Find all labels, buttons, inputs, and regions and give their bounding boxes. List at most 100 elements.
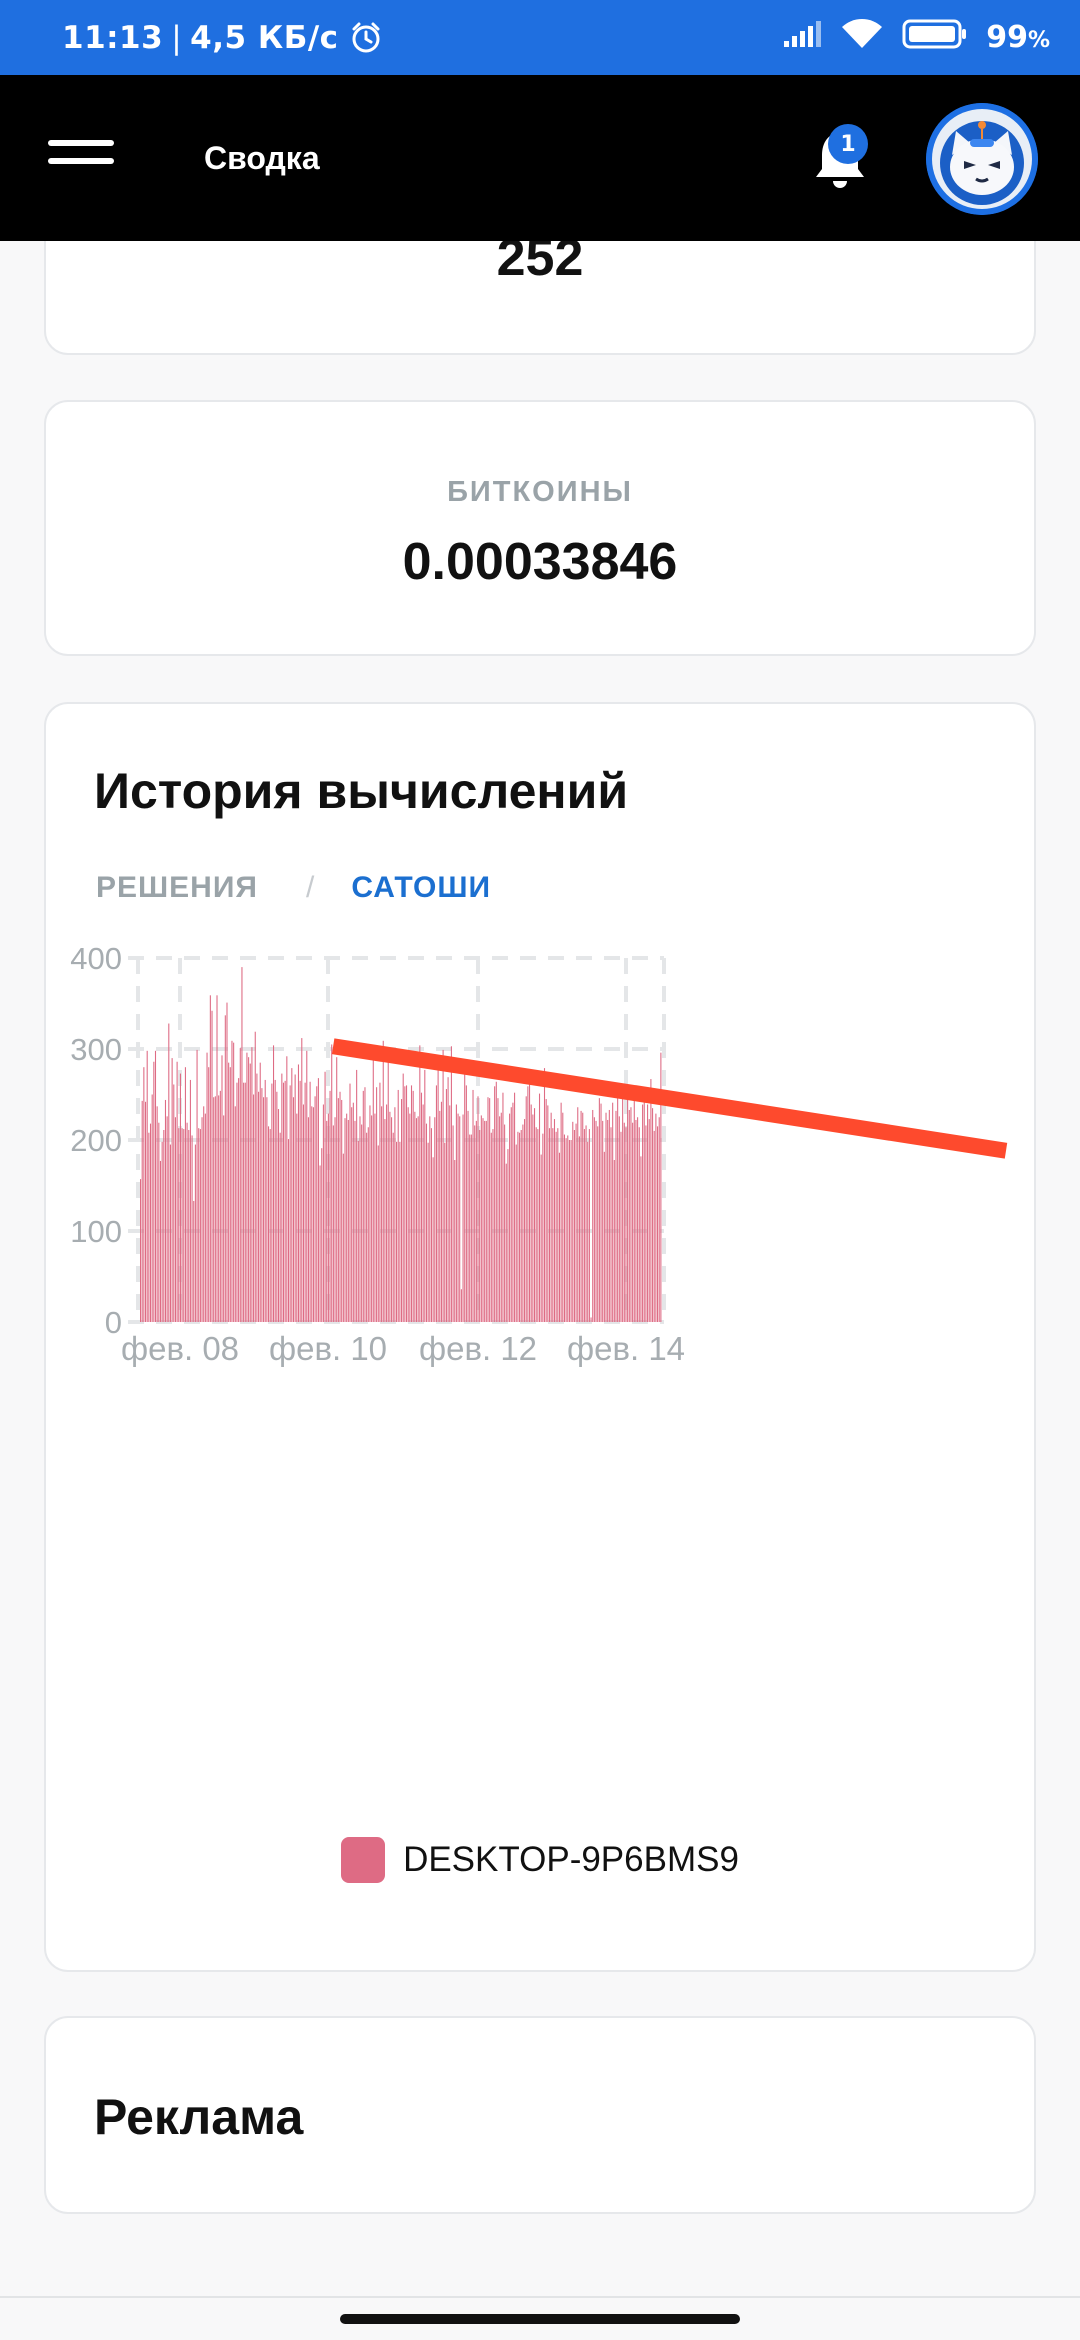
trend-line-annotation (331, 1038, 1008, 1159)
chart-bar (489, 1098, 491, 1322)
chart-bar (234, 1106, 236, 1322)
chart-bar (342, 1153, 344, 1322)
chart-bar (208, 1067, 210, 1322)
chart-bar (548, 1128, 551, 1322)
chart-bar (301, 1038, 303, 1322)
chart-bar (597, 1126, 599, 1322)
chart-bar (527, 1086, 529, 1322)
network-speed: 4,5 КБ/с (190, 19, 339, 56)
chart-bar (590, 1317, 592, 1322)
chart-bar (272, 1045, 275, 1322)
chart-bar (168, 1023, 170, 1322)
chart-bar (282, 1082, 285, 1322)
chart-bar (183, 1129, 185, 1322)
bitcoin-label: БИТКОИНЫ (447, 476, 633, 508)
chart-bar (573, 1129, 575, 1322)
chart-bar (277, 1109, 280, 1322)
chart-bar (592, 1109, 594, 1322)
chart-bar (369, 1105, 371, 1322)
chart-bar (485, 1120, 487, 1322)
chart-bar (409, 1113, 411, 1322)
chart-bar (253, 1094, 255, 1322)
chart-bar (415, 1118, 418, 1322)
chart-bar (632, 1122, 634, 1322)
tab-solutions[interactable]: РЕШЕНИЯ (96, 871, 258, 904)
menu-icon-line-top (48, 140, 114, 146)
chart-bar (243, 1082, 245, 1322)
chart-bar (359, 1116, 361, 1322)
page-title: Сводка (204, 139, 320, 176)
chart-bar (251, 1047, 253, 1322)
chart-bar (652, 1108, 654, 1322)
chart-bar (612, 1102, 614, 1322)
chart-bar (422, 1104, 424, 1322)
chart-bar (154, 1050, 157, 1322)
menu-button[interactable] (48, 140, 116, 176)
chart-bar (291, 1068, 293, 1322)
chart-bar (299, 1080, 301, 1322)
avatar[interactable] (926, 103, 1038, 215)
home-indicator[interactable] (340, 2314, 740, 2324)
chart-bar (537, 1129, 539, 1322)
chart-bar (297, 1064, 300, 1322)
chart-bar (292, 1097, 295, 1322)
chart-bar (216, 995, 218, 1322)
chart-bar (213, 1097, 215, 1322)
chart-bar (547, 1105, 549, 1322)
chart-bar (352, 1102, 354, 1322)
chart-bar (317, 1078, 319, 1322)
chart-bar (156, 1106, 158, 1322)
chart-bar (188, 1129, 190, 1322)
chart-bar (161, 1141, 163, 1322)
chart-bar (412, 1090, 414, 1322)
chart-bar (169, 1144, 171, 1322)
chart-bar (467, 1110, 469, 1322)
chart-bar (349, 1083, 351, 1322)
chart-bar (302, 1104, 304, 1322)
chart-bar (552, 1128, 554, 1322)
chart-bar (218, 1095, 220, 1322)
chart-bar (214, 1096, 216, 1322)
chart-bar (271, 1083, 273, 1322)
chart-bar (417, 1116, 419, 1322)
chart-bar (296, 1113, 298, 1322)
chart-bar (530, 1104, 532, 1322)
app-header: Сводка (0, 75, 1080, 241)
chart-bar (449, 1105, 451, 1322)
chart-bar (229, 1067, 231, 1322)
chart-bar (414, 1111, 416, 1322)
chart-bar (219, 1090, 221, 1322)
chart-bar (490, 1132, 492, 1322)
chart-bar (630, 1107, 632, 1322)
chart-bar (276, 1091, 278, 1322)
chart-bar (482, 1118, 484, 1322)
chart-bar (615, 1110, 617, 1322)
chart-bar (578, 1136, 580, 1322)
chart-bar (492, 1129, 494, 1322)
chart-bar (287, 1139, 290, 1322)
chart-bar (502, 1092, 504, 1322)
chart-bar (442, 1049, 444, 1322)
chart-bar (479, 1129, 481, 1322)
chart-bar (445, 1089, 447, 1322)
tab-separator: / (305, 871, 316, 904)
chart-bar (163, 1129, 165, 1322)
chart-bar (522, 1124, 524, 1322)
chart-legend[interactable]: DESKTOP-9P6BMS9 (46, 1837, 1034, 1883)
chart-bar (529, 1079, 531, 1322)
chart-bar (432, 1157, 434, 1322)
chart-bar (351, 1107, 353, 1322)
chart-bar (580, 1110, 582, 1322)
tab-satoshi[interactable]: САТОШИ (351, 871, 492, 904)
chart-bar (364, 1087, 366, 1322)
chart-bar (427, 1142, 429, 1322)
chart-bar (535, 1127, 537, 1322)
chart-bar (159, 1160, 162, 1322)
clock: 11:13 (62, 19, 164, 56)
chart-bar (354, 1120, 356, 1322)
battery-icon (902, 18, 968, 58)
chart-bar (475, 1120, 477, 1322)
chart-bar (178, 1128, 180, 1322)
chart-bar (392, 1132, 394, 1322)
chart-bar (367, 1127, 369, 1322)
